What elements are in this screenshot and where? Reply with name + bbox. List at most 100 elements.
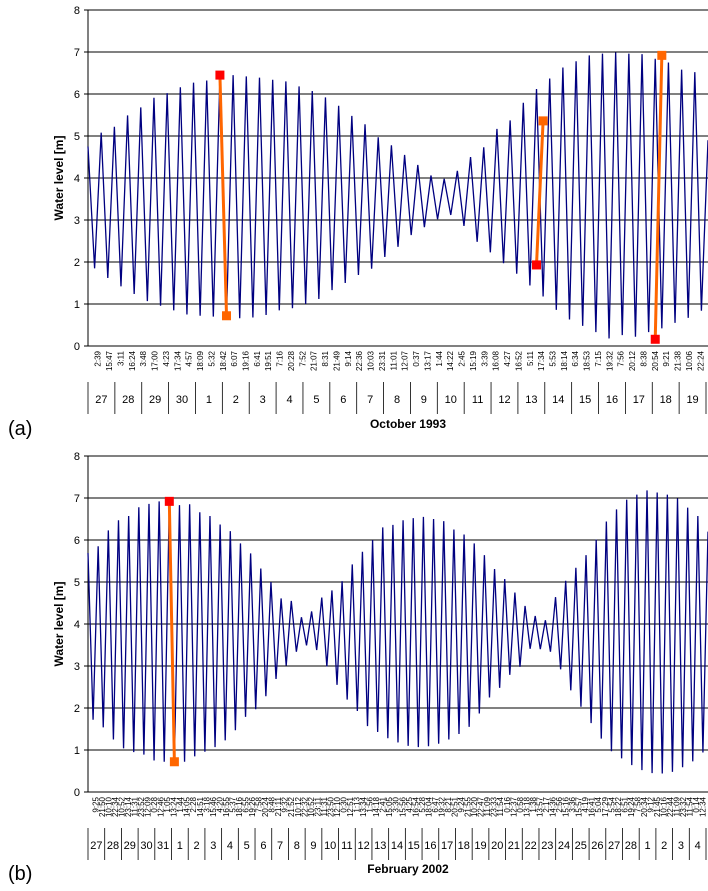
x-day-label: 15	[408, 840, 420, 852]
x-day-label: 9	[421, 394, 427, 406]
y-tick-label: 7	[74, 47, 80, 59]
x-day-label: 30	[140, 840, 152, 852]
x-day-label: 28	[625, 840, 637, 852]
x-day-label: 24	[558, 840, 570, 852]
x-time-label: 4:19	[581, 796, 590, 812]
x-time-label: 14:36	[549, 796, 558, 817]
x-day-label: 29	[149, 394, 161, 406]
x-day-label: 2	[233, 394, 239, 406]
x-day-label: 18	[458, 840, 470, 852]
x-time-label: 12:46	[157, 796, 166, 817]
x-time-label: 6:34	[571, 350, 580, 366]
x-day-label: 12	[357, 840, 369, 852]
y-axis-title: Water level [m]	[52, 136, 66, 221]
x-time-label: 23:50	[326, 796, 335, 817]
x-time-label: 3:18	[202, 796, 211, 812]
x-time-label: 12:10	[333, 796, 342, 817]
x-day-label: 22	[524, 840, 536, 852]
x-time-label: 1:13	[353, 796, 362, 812]
x-time-label: 19:24	[627, 796, 636, 817]
x-time-label: 4:20	[215, 796, 224, 812]
x-time-label: 16:08	[492, 350, 501, 371]
x-time-label: 10:10	[104, 796, 113, 817]
x-time-label: 7:56	[617, 350, 626, 366]
x-day-label: 5	[313, 394, 319, 406]
x-time-label: 5:04	[594, 796, 603, 812]
x-day-label: 21	[508, 840, 520, 852]
x-day-label: 5	[244, 840, 250, 852]
x-day-label: 8	[394, 394, 400, 406]
x-time-label: 17:34	[173, 350, 182, 371]
highlight-segment	[653, 55, 664, 340]
x-time-label: 11:09	[673, 796, 682, 816]
x-time-label: 8:31	[321, 350, 330, 366]
x-time-label: 15:19	[469, 350, 478, 371]
x-time-label: 13:17	[423, 350, 432, 371]
y-tick-label: 6	[74, 535, 80, 547]
x-time-label: 5:32	[207, 350, 216, 366]
x-time-label: 19:32	[437, 796, 446, 817]
x-time-label: 23:52	[137, 796, 146, 817]
x-time-label: 1:44	[435, 350, 444, 366]
x-time-label: 12:34	[699, 796, 708, 817]
x-time-label: 23:32	[679, 796, 688, 817]
x-time-label: 10:20	[470, 796, 479, 817]
x-time-label: 21:52	[287, 796, 296, 817]
x-time-label: 8:38	[639, 350, 648, 366]
x-time-label: 20:54	[651, 350, 660, 371]
x-day-label: 6	[340, 394, 346, 406]
x-time-label: 22:34	[111, 796, 120, 817]
x-day-label: 17	[441, 840, 453, 852]
x-time-label: 3:36	[568, 796, 577, 812]
x-time-label: 15:16	[562, 796, 571, 817]
x-time-label: 19:51	[264, 350, 273, 371]
x-time-label: 17:29	[601, 796, 610, 817]
y-tick-label: 8	[74, 5, 80, 17]
x-time-label: 14:22	[446, 350, 455, 371]
x-time-label: 0:28	[150, 796, 159, 812]
x-time-label: 16:41	[588, 796, 597, 817]
x-day-label: 3	[210, 840, 216, 852]
x-day-label: 3	[678, 840, 684, 852]
panel-label: (b)	[8, 863, 32, 885]
x-time-label: 9:24	[457, 796, 466, 812]
x-time-label: 12:09	[144, 796, 153, 817]
x-day-label: 2	[194, 840, 200, 852]
x-time-label: 16:24	[128, 350, 137, 371]
x-time-label: 21:55	[464, 796, 473, 817]
x-day-label: 10	[324, 840, 336, 852]
x-day-label: 23	[541, 840, 553, 852]
x-time-label: 18:04	[424, 796, 433, 817]
x-day-label: 29	[124, 840, 136, 852]
x-time-label: 19:16	[242, 350, 251, 371]
x-time-label: 10:52	[307, 796, 316, 817]
x-time-label: 2:28	[189, 796, 198, 812]
x-time-label: 12:51	[346, 796, 355, 817]
x-time-label: 8:48	[268, 796, 277, 812]
x-day-label: 3	[260, 394, 266, 406]
x-time-label: 6:41	[253, 350, 262, 366]
x-time-label: 1:56	[366, 796, 375, 812]
x-time-label: 7:15	[594, 350, 603, 366]
x-time-label: 8:21	[444, 796, 453, 812]
x-time-label: 0:16	[503, 796, 512, 812]
x-day-label: 4	[695, 840, 701, 852]
x-time-label: 15:46	[209, 796, 218, 817]
y-axis-title: Water level [m]	[52, 582, 66, 667]
x-day-label: 17	[633, 394, 645, 406]
highlight-point-start	[532, 260, 542, 270]
x-time-label: 20:34	[640, 796, 649, 817]
x-day-label: 25	[575, 840, 587, 852]
x-time-label: 22:44	[666, 796, 675, 817]
x-day-label: 7	[367, 394, 373, 406]
x-time-label: 5:53	[549, 350, 558, 366]
x-day-label: 27	[608, 840, 620, 852]
x-time-label: 6:55	[242, 796, 251, 812]
x-day-label: 4	[286, 394, 292, 406]
x-day-label: 19	[686, 394, 698, 406]
x-day-label: 2	[661, 840, 667, 852]
x-day-label: 1	[206, 394, 212, 406]
x-time-label: 15:57	[575, 796, 584, 817]
y-tick-label: 3	[74, 661, 80, 673]
x-time-label: 2:17	[542, 796, 551, 812]
